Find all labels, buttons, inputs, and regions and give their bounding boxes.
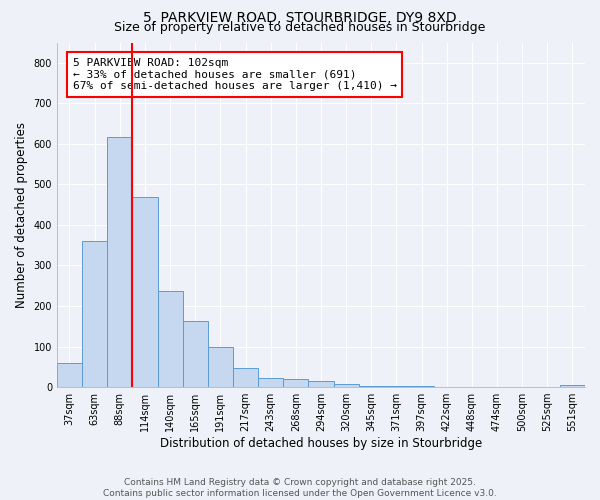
Bar bbox=[308, 382, 334, 387]
Text: 5 PARKVIEW ROAD: 102sqm
← 33% of detached houses are smaller (691)
67% of semi-d: 5 PARKVIEW ROAD: 102sqm ← 33% of detache… bbox=[73, 58, 397, 91]
Bar bbox=[560, 385, 585, 387]
Text: Contains HM Land Registry data © Crown copyright and database right 2025.
Contai: Contains HM Land Registry data © Crown c… bbox=[103, 478, 497, 498]
Bar bbox=[359, 386, 384, 387]
Y-axis label: Number of detached properties: Number of detached properties bbox=[15, 122, 28, 308]
Text: Size of property relative to detached houses in Stourbridge: Size of property relative to detached ho… bbox=[115, 22, 485, 35]
Bar bbox=[208, 348, 233, 387]
Bar bbox=[133, 196, 158, 387]
Bar bbox=[82, 241, 107, 387]
Bar bbox=[334, 384, 359, 387]
Text: 5, PARKVIEW ROAD, STOURBRIDGE, DY9 8XD: 5, PARKVIEW ROAD, STOURBRIDGE, DY9 8XD bbox=[143, 11, 457, 25]
Bar bbox=[107, 137, 133, 387]
Bar bbox=[384, 386, 409, 387]
Bar bbox=[283, 379, 308, 387]
Bar bbox=[233, 368, 258, 387]
X-axis label: Distribution of detached houses by size in Stourbridge: Distribution of detached houses by size … bbox=[160, 437, 482, 450]
Bar bbox=[57, 363, 82, 387]
Bar bbox=[158, 292, 182, 387]
Bar bbox=[182, 321, 208, 387]
Bar bbox=[258, 378, 283, 387]
Bar bbox=[409, 386, 434, 387]
